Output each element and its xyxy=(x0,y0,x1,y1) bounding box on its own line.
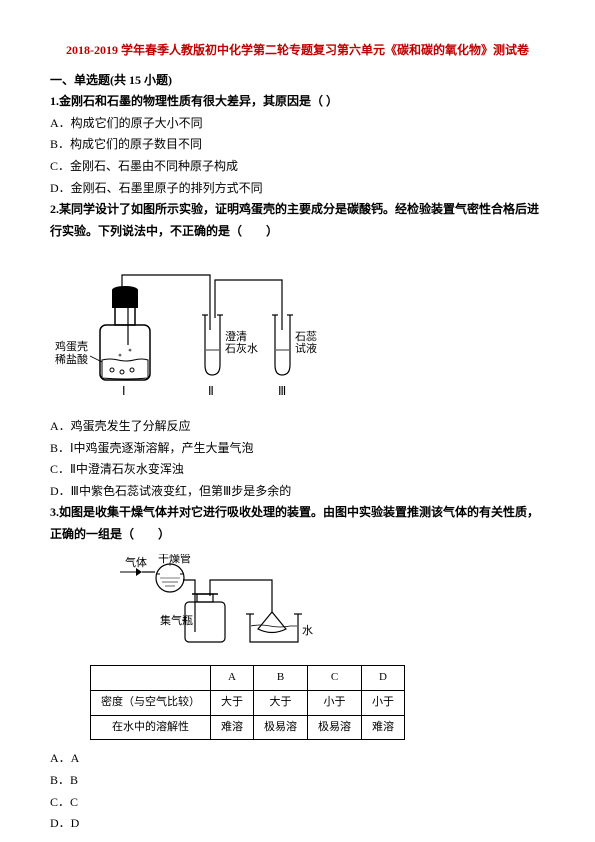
q2-label-lime: 澄清 xyxy=(225,329,247,343)
q2-option-c: C．Ⅱ中澄清石灰水变浑浊 xyxy=(50,459,545,481)
q3-label-water: 水 xyxy=(302,624,313,637)
q2-figure: 鸡蛋壳 稀盐酸 澄清 石灰水 石蕊 试液 Ⅰ Ⅱ Ⅲ xyxy=(50,250,545,408)
q3-th-a: A xyxy=(211,666,254,691)
q2-label-III: Ⅲ xyxy=(278,384,286,398)
q3-r2c1: 难溶 xyxy=(211,715,254,740)
q3-stem: 3.如图是收集干燥气体并对它进行吸收处理的装置。由图中实验装置推测该气体的有关性… xyxy=(50,502,545,545)
q3-th-blank xyxy=(91,666,211,691)
q3-option-c: C．C xyxy=(50,792,545,814)
q2-label-lime2: 石灰水 xyxy=(225,341,258,355)
q2-option-b: B．Ⅰ中鸡蛋壳逐渐溶解，产生大量气泡 xyxy=(50,438,545,460)
q3-label-jar: 集气瓶 xyxy=(160,613,193,627)
q3-th-b: B xyxy=(254,666,308,691)
q3-table: A B C D 密度（与空气比较） 大于 大于 小于 小于 在水中的溶解性 难溶… xyxy=(90,665,405,740)
q3-label-dry: 干燥管 xyxy=(158,554,191,565)
q3-r1c3: 小于 xyxy=(308,690,362,715)
q2-label-egg: 鸡蛋壳 xyxy=(55,339,88,353)
q2-label-litmus: 石蕊 xyxy=(295,330,317,343)
q1-option-d: D．金刚石、石墨里原子的排列方式不同 xyxy=(50,178,545,200)
q1-option-b: B．构成它们的原子数目不同 xyxy=(50,134,545,156)
q3-label-gas: 气体 xyxy=(125,555,147,569)
q2-stem: 2.某同学设计了如图所示实验，证明鸡蛋壳的主要成分是碳酸钙。经检验装置气密性合格… xyxy=(50,199,545,242)
q1-stem: 1.金刚石和石墨的物理性质有很大差异，其原因是（ ） xyxy=(50,91,545,113)
q1-option-a: A．构成它们的原子大小不同 xyxy=(50,113,545,135)
q3-r2c0: 在水中的溶解性 xyxy=(91,715,211,740)
section-heading: 一、单选题(共 15 小题) xyxy=(50,70,545,92)
q3-r2c4: 难溶 xyxy=(362,715,405,740)
q3-figure: 气体 干燥管 集气瓶 水 A B C D 密度（与空气比较） 大于 大于 小于 … xyxy=(50,554,545,741)
q3-option-d: D．D xyxy=(50,813,545,835)
q3-r1c1: 大于 xyxy=(211,690,254,715)
q3-th-d: D xyxy=(362,666,405,691)
q3-r2c3: 极易溶 xyxy=(308,715,362,740)
q3-r1c4: 小于 xyxy=(362,690,405,715)
q2-option-d: D．Ⅲ中紫色石蕊试液变红，但第Ⅲ步是多余的 xyxy=(50,481,545,503)
q2-label-II: Ⅱ xyxy=(208,384,214,398)
q3-option-a: A．A xyxy=(50,748,545,770)
q3-r2c2: 极易溶 xyxy=(254,715,308,740)
q3-th-c: C xyxy=(308,666,362,691)
q2-label-litmus2: 试液 xyxy=(295,341,317,355)
q3-r1c0: 密度（与空气比较） xyxy=(91,690,211,715)
q1-option-c: C．金刚石、石墨由不同种原子构成 xyxy=(50,156,545,178)
q2-label-I: Ⅰ xyxy=(122,384,126,398)
q2-option-a: A．鸡蛋壳发生了分解反应 xyxy=(50,416,545,438)
q2-label-acid: 稀盐酸 xyxy=(55,352,88,366)
q3-option-b: B．B xyxy=(50,770,545,792)
q3-r1c2: 大于 xyxy=(254,690,308,715)
paper-title: 2018-2019 学年春季人教版初中化学第二轮专题复习第六单元《碳和碳的氧化物… xyxy=(50,40,545,62)
